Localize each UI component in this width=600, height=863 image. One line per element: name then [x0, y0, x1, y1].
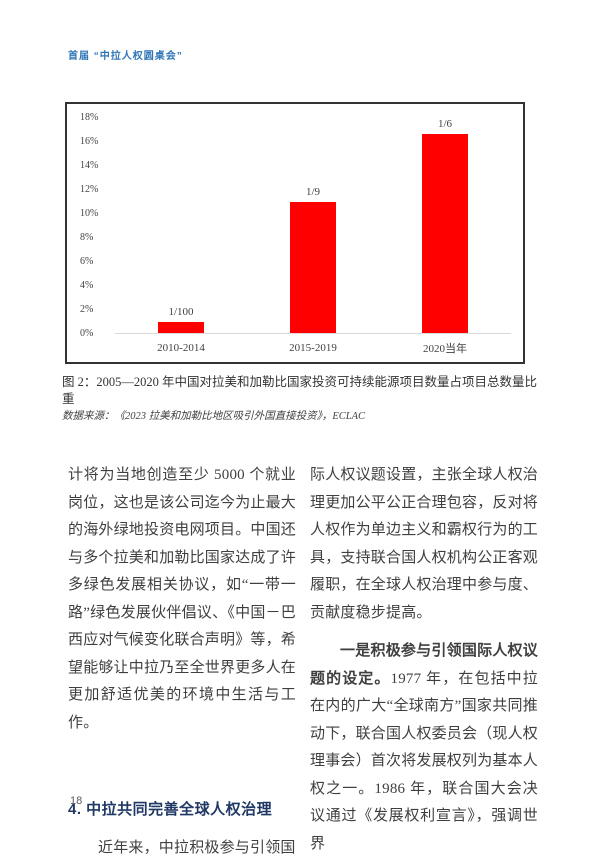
y-axis-tick-label: 10% — [80, 208, 99, 219]
bar — [289, 202, 336, 334]
x-axis-category: 2015-2019 — [289, 342, 337, 354]
bar-group: 1/6 — [379, 118, 511, 334]
y-axis-tick-label: 2% — [80, 304, 94, 315]
y-axis-tick-label: 6% — [80, 256, 94, 268]
bar — [421, 134, 468, 334]
chart-plot-row: 0% 2% 4% 6% 8% 10% 12% 14% 16% 18% 1/100 1/9 1/6 — [79, 113, 511, 339]
paragraph: 计将为当地创造至少 5000 个就业岗位，这也是该公司迄今为止最大的海外绿地投资… — [68, 467, 297, 731]
bar-group: 1/100 — [115, 118, 247, 334]
y-axis: 0% 2% 4% 6% 8% 10% 12% 14% 16% 18% — [79, 113, 115, 339]
bar-chart: 0% 2% 4% 6% 8% 10% 12% 14% 16% 18% 1/100 1/9 1/6 20… — [65, 102, 525, 364]
paragraph: 一是积极参与引领国际人权议题的设定。1977 年，在包括中拉在内的广大“全球南方… — [310, 638, 538, 858]
bar-group: 1/9 — [247, 118, 379, 334]
paragraph: 近年来，中拉积极参与引领国 — [98, 840, 296, 856]
body-columns: 计将为当地创造至少 5000 个就业岗位，这也是该公司迄今为止最大的海外绿地投资… — [68, 462, 538, 863]
left-column: 计将为当地创造至少 5000 个就业岗位，这也是该公司迄今为止最大的海外绿地投资… — [68, 462, 296, 863]
bar-value-label: 1/100 — [168, 306, 194, 318]
plot-area: 1/100 1/9 1/6 — [115, 118, 511, 334]
figure-source: 数据来源：《2023 拉美和加勒比地区吸引外国直接投资》，ECLAC — [62, 411, 366, 422]
bar-value-label: 1/6 — [437, 118, 453, 130]
bar — [157, 322, 204, 334]
y-axis-tick-label: 8% — [80, 232, 94, 243]
x-axis-category: 2020当年 — [423, 343, 467, 355]
paragraph-text: 1977 年，在包括中拉在内的广大“全球南方”国家共同推动下，联合国人权委员会（… — [310, 670, 539, 852]
y-axis-tick-label: 4% — [80, 280, 94, 291]
section-heading: 4. 中拉共同完善全球人权治理 — [68, 801, 273, 818]
y-axis-tick-label: 16% — [80, 136, 99, 147]
y-axis-tick-label: 12% — [80, 184, 99, 196]
y-axis-tick-label: 18% — [80, 112, 99, 123]
paragraph: 际人权议题设置，主张全球人权治理更加公平公正合理包容，反对将人权作为单边主义和霸… — [310, 467, 539, 621]
bar-value-label: 1/9 — [305, 186, 321, 198]
page-number: 18 — [70, 795, 83, 807]
emphasis-lead: 一是积极参与引领国际人权议题的设定。 — [310, 643, 538, 687]
x-axis-labels: 2010-2014 2015-2019 2020当年 — [115, 334, 511, 362]
figure-caption: 图 2：2005—2020 年中国对拉美和加勒比国家投资可持续能源项目数量占项目… — [62, 375, 538, 406]
running-header: 首届 “中拉人权圆桌会” — [68, 51, 183, 62]
x-axis-category: 2010-2014 — [157, 342, 205, 354]
y-axis-tick-label: 14% — [80, 160, 99, 171]
x-axis-line — [115, 333, 511, 334]
y-axis-tick-label: 0% — [80, 328, 94, 339]
right-column: 际人权议题设置，主张全球人权治理更加公平公正合理包容，反对将人权作为单边主义和霸… — [310, 462, 538, 863]
